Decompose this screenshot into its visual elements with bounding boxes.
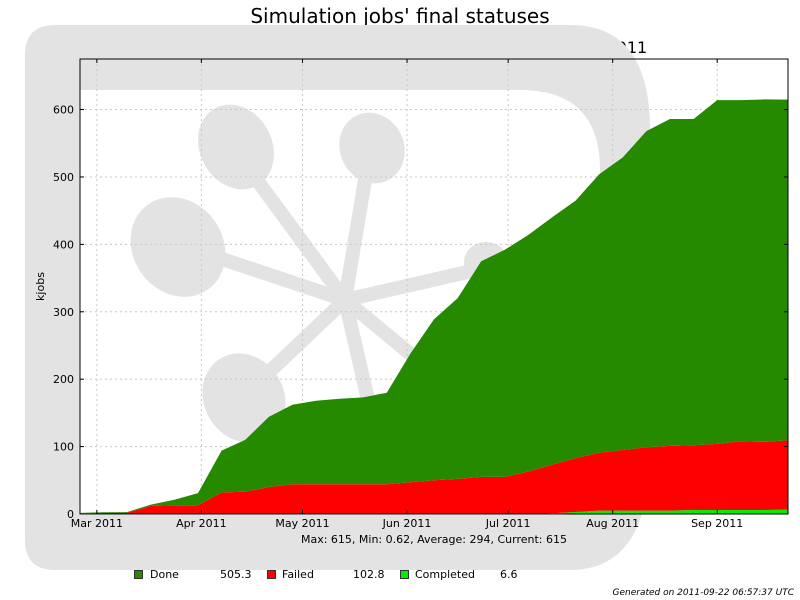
axes: 0 100 200 300 400 500 600 Mar 2011 Apr 2011 May 2… [34,58,789,530]
chart-title: Simulation jobs' final statuses [250,4,550,28]
area-failed [80,440,788,514]
watermark-logo [25,25,650,570]
x-tick-label: Mar 2011 [71,517,123,530]
y-tick-label: 200 [53,373,74,386]
legend-swatch-completed [400,570,409,579]
x-tick-label: Apr 2011 [176,517,227,530]
y-axis-label: kjobs [34,272,47,301]
y-tick-label: 100 [53,441,74,454]
y-tick-label: 400 [53,238,74,251]
legend-label-done: Done [150,568,179,581]
y-tick-label: 0 [67,508,74,521]
legend-value-completed: 6.6 [500,568,518,581]
x-tick-label: May 2011 [275,517,329,530]
legend-label-completed: Completed [415,568,475,581]
legend-swatch-failed [267,570,276,579]
y-tick-label: 600 [53,104,74,117]
generated-timestamp: Generated on 2011-09-22 06:57:37 UTC [612,588,795,598]
x-tick-label: Jun 2011 [382,517,432,530]
area-series [80,99,788,514]
legend-label-failed: Failed [282,568,314,581]
legend-value-failed: 102.8 [353,568,385,581]
y-tick-label: 500 [53,171,74,184]
y-tick-label: 300 [53,306,74,319]
x-tick-label: Aug 2011 [586,517,639,530]
area-completed [80,509,788,514]
legend-swatch-done [134,570,143,579]
x-tick-label: Sep 2011 [691,517,743,530]
stats-summary: Max: 615, Min: 0.62, Average: 294, Curre… [300,533,567,546]
plot-frame [79,58,789,515]
area-done [80,99,788,514]
legend: Done 505.3 Failed 102.8 Completed 6.6 [134,568,554,582]
legend-value-done: 505.3 [220,568,252,581]
x-tick-label: Jul 2011 [485,517,531,530]
